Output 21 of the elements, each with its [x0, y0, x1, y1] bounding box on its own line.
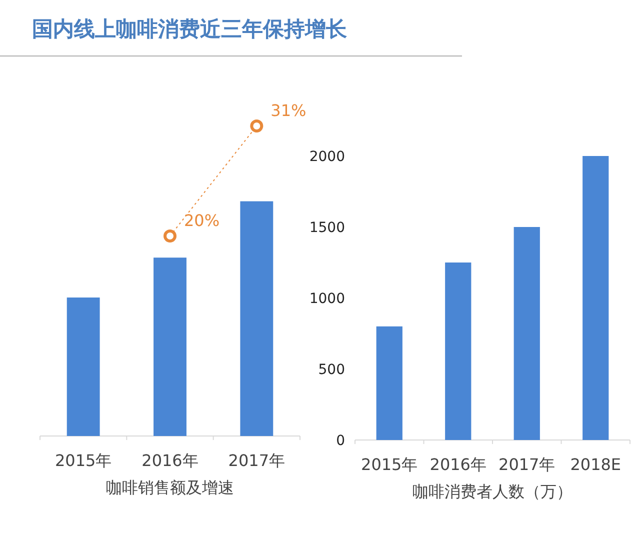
x-tick-label: 2015年 [361, 455, 418, 474]
y-tick-label: 1500 [309, 220, 345, 236]
data-label: 31% [270, 101, 306, 120]
x-tick-label: 2015年 [54, 451, 112, 470]
bar [376, 326, 402, 440]
bar [582, 156, 609, 440]
x-tick-label: 2018E [570, 455, 622, 474]
y-tick-label: 1000 [309, 291, 345, 307]
data-label: 20% [184, 211, 220, 230]
x-tick-label: 2017年 [228, 451, 286, 470]
x-tick-label: 2017年 [498, 455, 556, 474]
y-tick-label: 2000 [309, 149, 345, 165]
x-tick-label: 2016年 [430, 455, 486, 474]
bar [514, 227, 540, 440]
bar [445, 262, 472, 440]
x-tick-label: 2016年 [142, 451, 198, 470]
x-axis-title: 咖啡消费者人数（万） [412, 482, 572, 501]
y-tick-label: 0 [336, 433, 345, 449]
x-axis-title: 咖啡销售额及增速 [106, 478, 234, 497]
y-tick-label: 500 [318, 362, 345, 378]
chart-title: 国内线上咖啡消费近三年保持增长 [32, 16, 348, 41]
